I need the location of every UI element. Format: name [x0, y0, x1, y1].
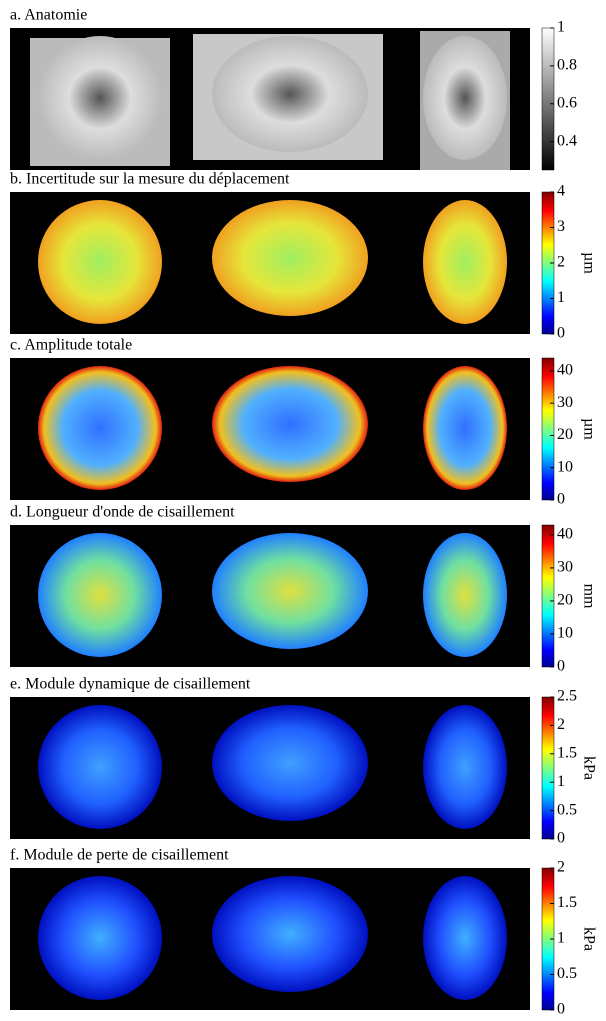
sagittal-slice — [212, 533, 368, 649]
colorbar-tick-label: 2 — [557, 254, 565, 271]
axial-slice — [423, 200, 507, 324]
sagittal-slice — [212, 36, 368, 152]
colorbar-tick-label: 0.4 — [557, 132, 577, 149]
colorbar-tick-label: 1 — [557, 930, 565, 947]
sagittal-slice — [212, 366, 368, 482]
colorbar-tick-label: 30 — [557, 394, 573, 411]
axial-slice — [423, 366, 507, 490]
axial-slice — [423, 533, 507, 657]
panel: d. Longueur d'onde de cisaillement 40 30 20… — [10, 504, 597, 675]
colorbar-tick-label: 10 — [557, 625, 573, 642]
panel-title: b. Incertitude sur la mesure du déplacem… — [10, 171, 290, 188]
colorbar-tick-label: 20 — [557, 592, 573, 609]
coronal-slice — [38, 876, 162, 1000]
colorbar-tick-label: 0.5 — [557, 801, 577, 818]
colorbar-tick-label: 40 — [557, 526, 573, 543]
colorbar-tick-label: 10 — [557, 458, 573, 475]
axial-slice — [423, 705, 507, 829]
colorbar — [541, 27, 555, 171]
panel-title: f. Module de perte de cisaillement — [10, 847, 229, 864]
panel: f. Module de perte de cisaillement 2 1.5 1 0… — [10, 847, 597, 1018]
panel: a. Anatomie 1 0.8 0.6 0.4 — [10, 7, 577, 171]
sagittal-slice — [212, 876, 368, 992]
colorbar-tick-label: 1 — [557, 289, 565, 306]
coronal-slice — [38, 200, 162, 324]
colorbar-tick-label: 1 — [557, 773, 565, 790]
coronal-slice — [38, 705, 162, 829]
colorbar-tick-label: 30 — [557, 559, 573, 576]
colorbar-tick-label: 0.5 — [557, 965, 577, 982]
colorbar-unit: µm — [580, 418, 597, 440]
axial-slice — [423, 36, 507, 160]
panel: c. Amplitude totale 40 30 20 10 0 µm — [10, 337, 597, 508]
coronal-slice — [38, 366, 162, 490]
colorbar — [541, 696, 555, 840]
axial-slice — [423, 876, 507, 1000]
colorbar — [541, 524, 555, 668]
sagittal-slice — [212, 705, 368, 821]
panel-title: e. Module dynamique de cisaillement — [10, 676, 251, 693]
colorbar-tick-label: 0 — [557, 830, 565, 847]
colorbar-tick-label: 0 — [557, 491, 565, 508]
colorbar-tick-label: 2 — [557, 716, 565, 733]
colorbar-tick-label: 20 — [557, 426, 573, 443]
colorbar-tick-label: 40 — [557, 362, 573, 379]
coronal-slice — [38, 36, 162, 160]
colorbar-tick-label: 1 — [557, 19, 565, 36]
colorbar-tick-label: 0 — [557, 1001, 565, 1016]
panel: b. Incertitude sur la mesure du déplacem… — [10, 171, 597, 342]
colorbar-tick-label: 0 — [557, 658, 565, 675]
colorbar-unit: µm — [580, 252, 597, 274]
colorbar-tick-label: 0.6 — [557, 94, 577, 111]
panel-title: a. Anatomie — [10, 7, 87, 24]
coronal-slice — [38, 533, 162, 657]
sagittal-slice — [212, 200, 368, 316]
colorbar-tick-label: 1.5 — [557, 744, 577, 761]
panel-title: c. Amplitude totale — [10, 337, 132, 354]
colorbar-tick-label: 1.5 — [557, 894, 577, 911]
colorbar-tick-label: 3 — [557, 218, 565, 235]
panel: e. Module dynamique de cisaillement 2.5 2 1… — [10, 676, 597, 847]
colorbar-tick-label: 0 — [557, 325, 565, 342]
colorbar-tick-label: 2.5 — [557, 688, 577, 705]
colorbar-tick-label: 2 — [557, 859, 565, 876]
colorbar-tick-label: 4 — [557, 183, 565, 200]
colorbar-unit: kPa — [580, 756, 597, 780]
colorbar-unit: mm — [580, 584, 597, 609]
panel-title: d. Longueur d'onde de cisaillement — [10, 504, 235, 521]
colorbar — [541, 357, 555, 501]
colorbar-tick-label: 0.8 — [557, 57, 577, 74]
colorbar-unit: kPa — [580, 927, 597, 951]
